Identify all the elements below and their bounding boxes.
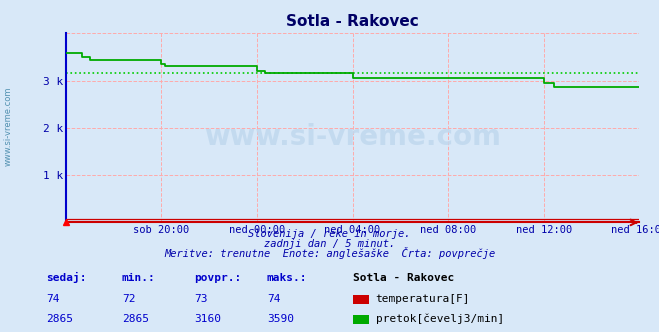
Text: 74: 74 xyxy=(267,294,280,304)
Text: temperatura[F]: temperatura[F] xyxy=(376,294,470,304)
Text: 2865: 2865 xyxy=(122,314,149,324)
Text: 3160: 3160 xyxy=(194,314,221,324)
Text: 73: 73 xyxy=(194,294,208,304)
Text: maks.:: maks.: xyxy=(267,273,307,283)
Text: 2865: 2865 xyxy=(46,314,73,324)
Text: 72: 72 xyxy=(122,294,135,304)
Text: www.si-vreme.com: www.si-vreme.com xyxy=(204,123,501,151)
Text: 3590: 3590 xyxy=(267,314,294,324)
Text: www.si-vreme.com: www.si-vreme.com xyxy=(4,86,13,166)
Text: sedaj:: sedaj: xyxy=(46,272,86,283)
Text: zadnji dan / 5 minut.: zadnji dan / 5 minut. xyxy=(264,239,395,249)
Text: povpr.:: povpr.: xyxy=(194,273,242,283)
Text: Sotla - Rakovec: Sotla - Rakovec xyxy=(353,273,454,283)
Text: min.:: min.: xyxy=(122,273,156,283)
Title: Sotla - Rakovec: Sotla - Rakovec xyxy=(286,14,419,29)
Text: 74: 74 xyxy=(46,294,59,304)
Text: pretok[čevelj3/min]: pretok[čevelj3/min] xyxy=(376,313,504,324)
Text: Meritve: trenutne  Enote: anglešaške  Črta: povprečje: Meritve: trenutne Enote: anglešaške Črta… xyxy=(164,247,495,259)
Text: Slovenija / reke in morje.: Slovenija / reke in morje. xyxy=(248,229,411,239)
